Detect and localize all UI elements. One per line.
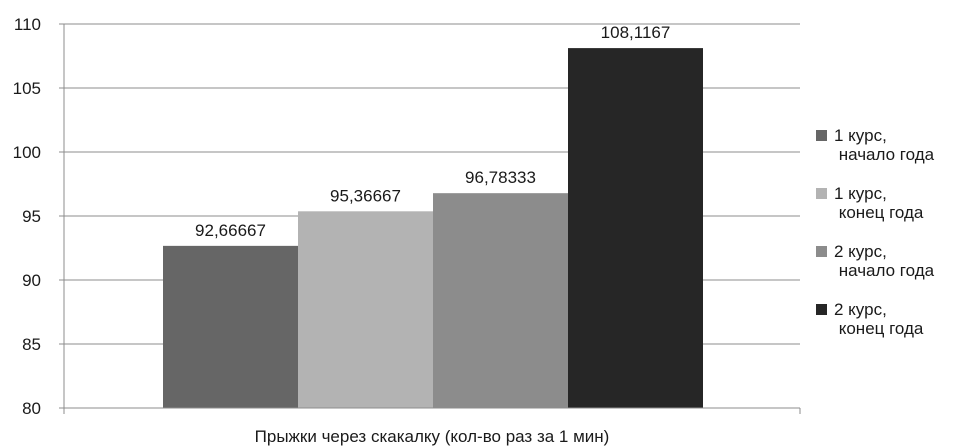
y-tick-label: 105 (13, 79, 41, 98)
y-axis-ticks: 80 85 90 95 100 105 110 (13, 15, 801, 418)
legend-swatch (816, 188, 827, 199)
bars (163, 48, 703, 409)
y-tick-label: 80 (22, 399, 41, 418)
legend-item: 2 курс, конец года (816, 300, 934, 338)
legend-swatch (816, 246, 827, 257)
y-tick-label: 110 (14, 15, 41, 34)
bar-value-label: 96,78333 (465, 168, 536, 187)
legend-swatch (816, 130, 827, 141)
bar (433, 193, 568, 408)
legend-label: 1 курс, конец года (834, 184, 924, 222)
legend-label: 2 курс, начало года (834, 242, 935, 280)
y-tick-label: 100 (13, 143, 41, 162)
legend-label: 1 курс, начало года (834, 126, 935, 164)
x-axis-label: Прыжки через скакалку (кол-во раз за 1 м… (255, 427, 610, 446)
bar (568, 48, 703, 409)
bar-value-label: 95,36667 (330, 186, 401, 205)
bar (298, 211, 433, 408)
y-tick-label: 95 (22, 207, 41, 226)
legend-swatch (816, 304, 827, 315)
legend-item: 2 курс, начало года (816, 242, 934, 280)
legend-label: 2 курс, конец года (834, 300, 924, 338)
bar-data-labels: 92,66667 95,36667 96,78333 108,1167 (195, 23, 670, 240)
y-tick-label: 90 (22, 271, 41, 290)
y-tick-label: 85 (22, 335, 41, 354)
bar (163, 245, 298, 408)
bar-value-label: 92,66667 (195, 221, 266, 240)
legend: 1 курс, начало года 1 курс, конец года 2 к… (816, 126, 934, 358)
legend-item: 1 курс, начало года (816, 126, 934, 164)
bar-value-label: 108,1167 (601, 23, 671, 42)
legend-item: 1 курс, конец года (816, 184, 934, 222)
